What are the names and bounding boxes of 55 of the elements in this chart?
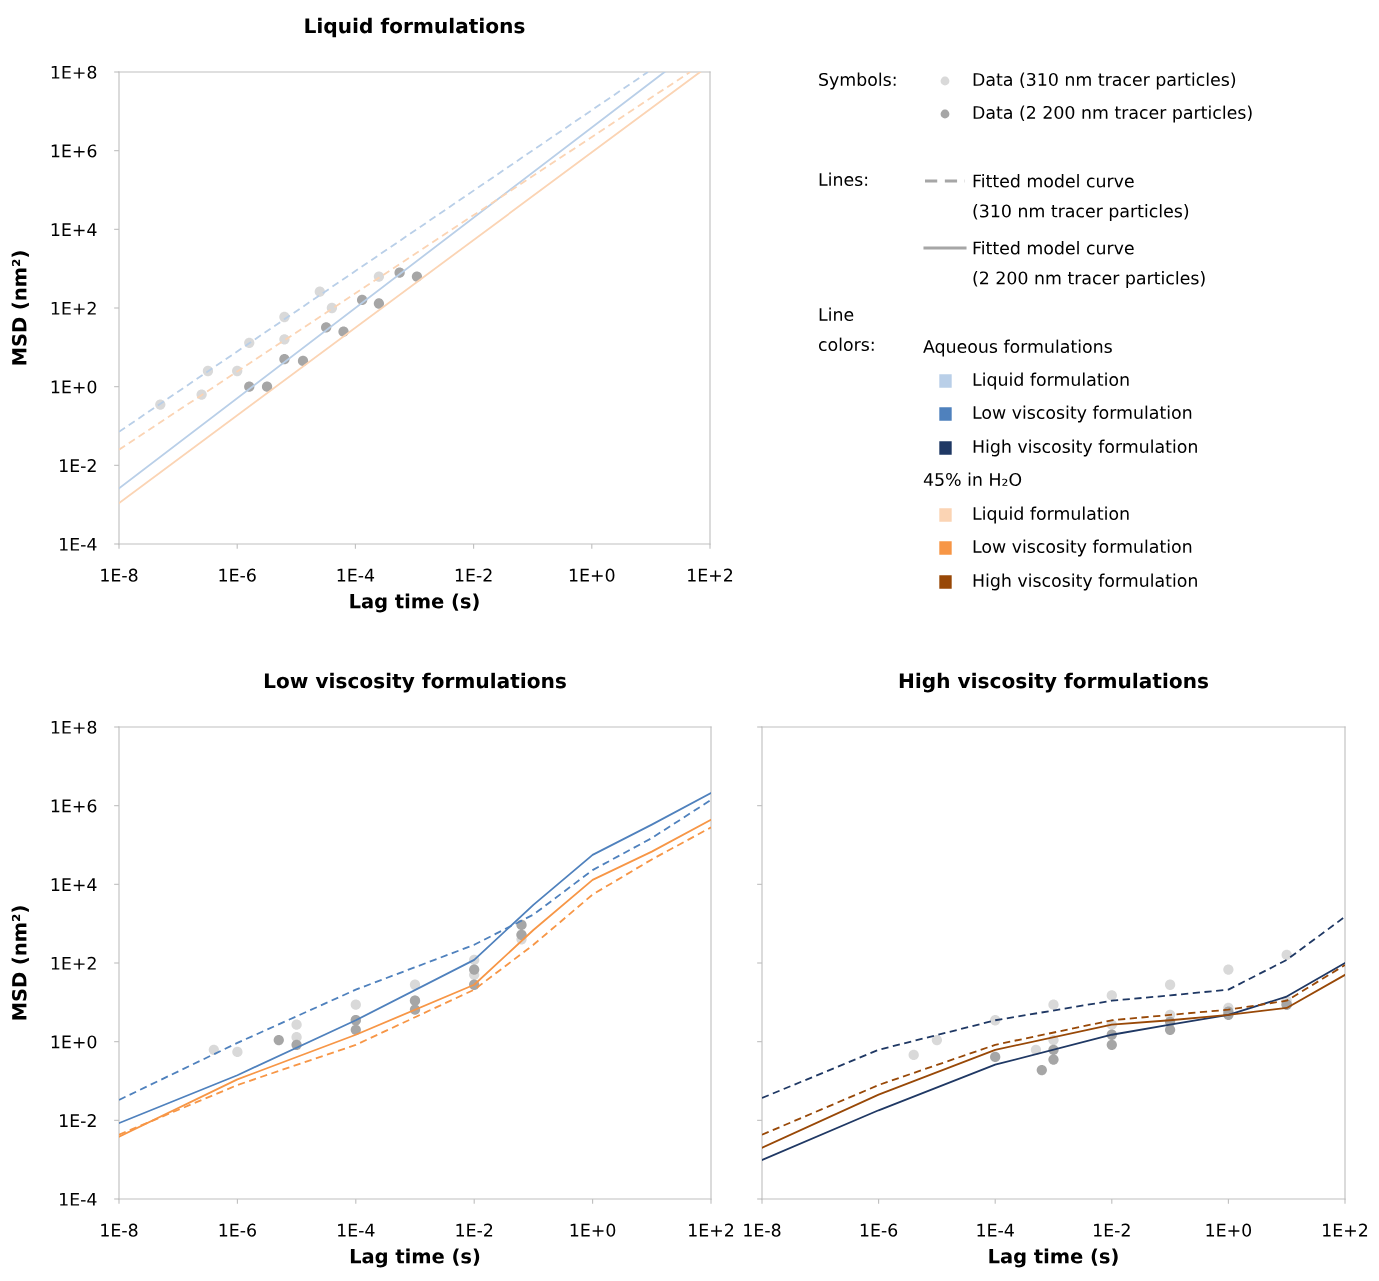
y-tick-label: 1E+4	[51, 223, 97, 236]
y-tick-label: 1E+6	[51, 144, 97, 158]
legend-label: High viscosity formulation	[973, 439, 1197, 457]
y-tick-label: 1E+8	[51, 65, 97, 79]
y-tick-label: 1E+6	[51, 799, 97, 813]
y-tick-label: 1E+0	[51, 1035, 97, 1049]
y-tick-label: 1E-2	[60, 1114, 96, 1127]
y-tick-label: 1E-4	[60, 537, 97, 551]
x-tick-label: 1E-2	[455, 568, 492, 582]
legend-label: Liquid formulation	[973, 372, 1129, 390]
legend-label: Low viscosity formulation	[973, 539, 1192, 557]
x-tick-label: 1E+2	[688, 568, 733, 582]
text: Lines:	[819, 172, 868, 187]
x-tick-label: 1E+0	[569, 568, 615, 582]
legend-label: Liquid formulation	[973, 506, 1129, 524]
x-axis-title: Lag time (s)	[350, 1248, 480, 1268]
x-tick-label: 1E-6	[219, 568, 256, 582]
y-tick-label: 1E-4	[60, 1192, 97, 1206]
legend-label: Fitted model curve (310 nm tracer particles)	[973, 174, 1189, 221]
y-axis-title: MSD (nm²)	[11, 251, 29, 365]
chart-title: High viscosity formulations	[899, 672, 1209, 693]
y-tick-label: 1E+4	[51, 878, 97, 891]
y-tick-label: 1E+8	[51, 720, 97, 734]
x-tick-label: 1E-8	[744, 1223, 781, 1237]
y-tick-label: 1E+2	[51, 301, 96, 315]
y-tick-label: 1E+0	[51, 380, 97, 394]
x-axis-title: Lag time (s)	[350, 593, 479, 613]
x-tick-label: 1E+2	[689, 1223, 734, 1237]
x-tick-label: 1E-8	[101, 1223, 138, 1237]
y-axis-title: MSD (nm²)	[11, 906, 29, 1020]
x-tick-label: 1E-2	[1094, 1223, 1130, 1237]
y-tick-label: 1E-2	[60, 459, 96, 472]
x-tick-label: 1E-4	[977, 1223, 1014, 1237]
legend-label: High viscosity formulation	[973, 573, 1197, 591]
legend-label: Low viscosity formulation	[973, 405, 1192, 423]
chart-title: Liquid formulations	[305, 17, 525, 38]
text: Aqueous formulations	[923, 339, 1112, 357]
text: Symbols:	[819, 72, 896, 90]
legend-label: Fitted model curve (2 200 nm tracer particles)	[973, 241, 1205, 288]
x-axis-title: Lag time (s)	[989, 1248, 1118, 1268]
text: Line colors:	[818, 307, 874, 352]
x-tick-label: 1E+0	[570, 1223, 616, 1237]
x-tick-label: 1E-6	[860, 1223, 898, 1237]
x-tick-label: 1E-4	[338, 1223, 375, 1237]
x-tick-label: 1E-4	[337, 568, 375, 582]
legend-label: Data (2 200 nm tracer particles)	[973, 105, 1252, 123]
x-tick-label: 1E-6	[219, 1223, 256, 1237]
x-tick-label: 1E-8	[101, 568, 138, 582]
chart-title: Low viscosity formulations	[264, 672, 566, 693]
legend-label: Data (310 nm tracer particles)	[973, 72, 1236, 90]
x-tick-label: 1E+0	[1206, 1223, 1252, 1237]
x-tick-label: 1E-2	[456, 1223, 493, 1237]
text: 45% in H₂O	[923, 472, 1022, 487]
x-tick-label: 1E+2	[1323, 1223, 1368, 1237]
y-tick-label: 1E+2	[51, 956, 96, 970]
